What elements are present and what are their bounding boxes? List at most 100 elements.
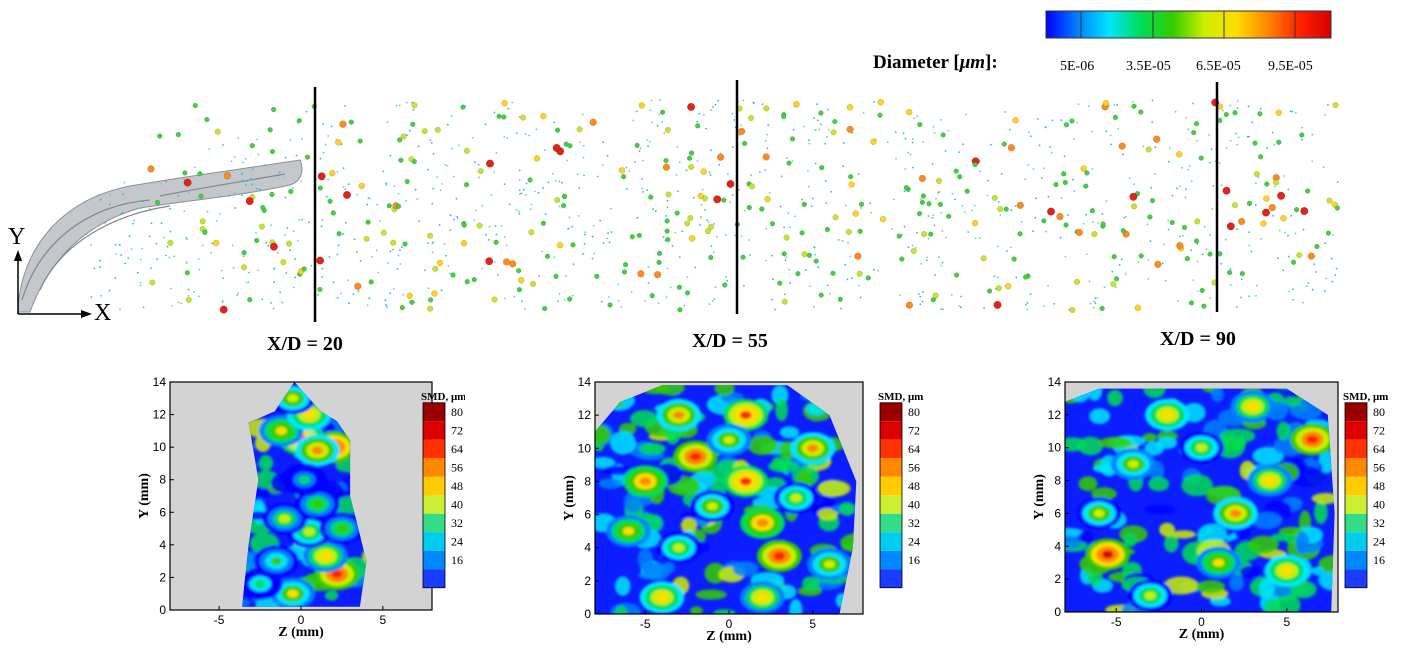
contour-blob	[655, 385, 685, 396]
droplet-large	[1138, 109, 1144, 115]
droplet-large	[1276, 139, 1282, 145]
droplet-small	[109, 193, 112, 196]
droplet-small	[916, 231, 918, 234]
droplet-large	[1016, 201, 1024, 210]
droplet-small	[731, 112, 734, 115]
droplet-small	[873, 268, 875, 271]
droplet-small	[1091, 168, 1094, 170]
smd-colorbar-band	[1345, 532, 1367, 551]
droplet-small	[579, 141, 582, 144]
droplet-large	[147, 165, 155, 173]
droplet-small	[1044, 126, 1047, 129]
droplet-small	[417, 145, 420, 148]
droplet-small	[220, 269, 223, 272]
droplet-small	[666, 199, 669, 202]
droplet-large	[317, 172, 326, 181]
droplet-small	[907, 151, 910, 154]
droplet-large	[1253, 171, 1260, 178]
smd-colorbar-band	[423, 550, 445, 570]
droplet-small	[694, 266, 697, 269]
droplet-small	[432, 187, 435, 190]
droplet-small	[571, 294, 574, 297]
droplet-small	[1284, 231, 1286, 234]
triad-y-arrowhead	[14, 250, 22, 261]
droplet-small	[727, 173, 729, 176]
droplet-small	[90, 296, 93, 298]
droplet-small	[1116, 104, 1118, 106]
droplet-small	[344, 188, 347, 191]
droplet-small	[851, 132, 854, 134]
contour-blob	[1219, 428, 1256, 444]
droplet-small	[1272, 214, 1275, 217]
droplet-small	[709, 174, 712, 176]
droplet-small	[1105, 130, 1108, 133]
legend-title-suffix: ]:	[985, 52, 998, 73]
droplet-small	[656, 124, 659, 127]
droplet-small	[789, 226, 791, 229]
droplet-large	[204, 116, 210, 123]
droplet-small	[932, 125, 935, 128]
droplet-large	[182, 170, 188, 176]
smd-colorbar-label: 80	[908, 405, 920, 419]
droplet-small	[737, 188, 740, 191]
contour-blob	[1278, 526, 1304, 537]
droplet-small	[1060, 119, 1063, 122]
smd-colorbar-label: 24	[1373, 535, 1385, 549]
droplet-small	[813, 246, 815, 248]
droplet-small	[270, 224, 273, 227]
droplet-large	[1017, 231, 1023, 237]
droplet-small	[1196, 243, 1199, 245]
droplet-small	[124, 262, 127, 265]
droplet-large	[700, 168, 707, 175]
droplet-small	[830, 190, 833, 193]
contour-blob	[1311, 492, 1335, 504]
contour-blob	[595, 424, 611, 445]
smd-colorbar-title: SMD, μm	[1343, 391, 1388, 403]
droplet-large	[764, 195, 771, 203]
droplet-small	[810, 205, 813, 208]
droplet-small	[503, 183, 506, 186]
droplet-large	[501, 99, 508, 107]
droplet-large	[1062, 179, 1068, 186]
contour-blob	[817, 480, 851, 497]
droplet-small	[1255, 294, 1257, 297]
droplet-large	[707, 223, 715, 230]
droplet-small	[1192, 102, 1194, 105]
droplet-small	[342, 167, 345, 170]
droplet-small	[427, 242, 429, 245]
droplet-large	[1147, 214, 1153, 220]
droplet-small	[1203, 225, 1206, 228]
droplet-small	[493, 111, 496, 114]
droplet-small	[385, 184, 388, 186]
diameter-legend-title: Diameter [μm]:	[873, 52, 998, 74]
droplet-small	[1015, 276, 1018, 279]
droplet-large	[354, 282, 362, 290]
droplet-small	[322, 151, 325, 154]
droplet-small	[537, 191, 540, 194]
droplet-small	[1335, 267, 1338, 270]
droplet-large	[368, 279, 374, 285]
droplet-large	[905, 108, 913, 116]
droplet-large	[1260, 220, 1267, 227]
droplet-small	[1094, 302, 1097, 305]
droplet-large	[819, 165, 825, 171]
smd-colorbar-label: 56	[908, 461, 920, 475]
droplet-small	[553, 121, 556, 124]
droplet-large	[1264, 181, 1270, 187]
droplet-small	[123, 181, 126, 184]
droplet-large	[1273, 179, 1280, 186]
droplet-small	[233, 191, 236, 194]
droplet-large	[1110, 281, 1117, 288]
droplet-small	[849, 255, 851, 258]
droplet-small	[284, 156, 287, 159]
droplet-small	[816, 103, 818, 106]
diameter-colorbar	[1045, 10, 1332, 39]
droplet-small	[973, 204, 976, 207]
droplet-small	[273, 281, 275, 284]
droplet-small	[740, 124, 742, 127]
y-tick-label: 8	[159, 473, 166, 487]
droplet-large	[1118, 142, 1126, 150]
droplet-small	[283, 177, 285, 179]
droplet-small	[414, 188, 417, 191]
droplet-small	[1151, 121, 1154, 123]
